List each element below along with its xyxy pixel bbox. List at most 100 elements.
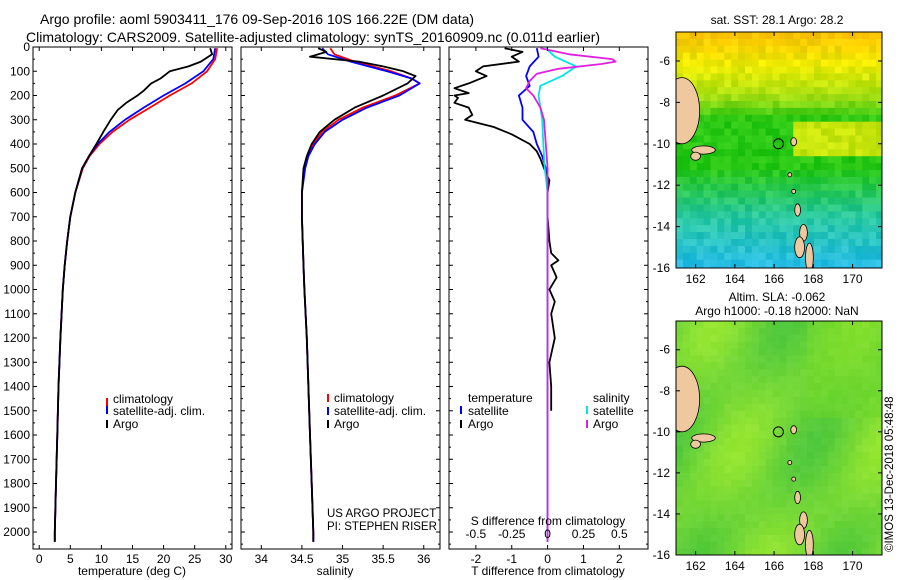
heatmap-cell bbox=[724, 218, 732, 226]
heatmap-cell bbox=[765, 59, 773, 67]
heatmap-cell bbox=[765, 528, 773, 536]
heatmap-cell bbox=[676, 334, 684, 343]
heatmap-cell bbox=[689, 548, 698, 555]
heatmap-cell bbox=[758, 334, 767, 343]
heatmap-cell bbox=[800, 452, 808, 460]
heatmap-cell bbox=[841, 38, 849, 47]
heatmap-cell bbox=[676, 541, 684, 550]
heatmap-cell bbox=[724, 334, 732, 343]
heatmap-cell bbox=[876, 156, 882, 164]
heatmap-cell bbox=[848, 87, 856, 95]
heatmap-cell bbox=[855, 204, 863, 212]
heatmap-cell bbox=[682, 341, 691, 349]
s-tick-label: 0.5 bbox=[611, 527, 628, 541]
heatmap-cell bbox=[814, 245, 822, 254]
heatmap-cell bbox=[765, 348, 773, 356]
heatmap-cell bbox=[779, 341, 787, 349]
heatmap-cell bbox=[779, 431, 787, 439]
heatmap-cell bbox=[710, 183, 718, 192]
heatmap-cell bbox=[717, 403, 725, 412]
heatmap-cell bbox=[820, 548, 829, 555]
heatmap-cell bbox=[862, 452, 870, 460]
map-y-tick-label: -6 bbox=[659, 54, 670, 68]
heatmap-cell bbox=[731, 225, 739, 233]
heatmap-cell bbox=[703, 211, 711, 219]
heatmap-cell bbox=[841, 156, 849, 164]
heatmap-cell bbox=[779, 121, 787, 129]
heatmap-cell bbox=[827, 239, 836, 247]
heatmap-cell bbox=[814, 417, 822, 425]
heatmap-cell bbox=[807, 472, 815, 481]
heatmap-cell bbox=[869, 135, 877, 143]
heatmap-cell bbox=[682, 239, 691, 247]
heatmap-cell bbox=[772, 32, 780, 40]
heatmap-cell bbox=[765, 266, 773, 268]
heatmap-cell bbox=[745, 548, 753, 555]
heatmap-cell bbox=[807, 163, 815, 171]
heatmap-cell bbox=[676, 452, 684, 460]
heatmap-cell bbox=[820, 341, 829, 349]
heatmap-cell bbox=[731, 211, 739, 219]
heatmap-cell bbox=[696, 45, 704, 54]
heatmap-cell bbox=[827, 396, 836, 405]
heatmap-cell bbox=[710, 204, 718, 212]
heatmap-cell bbox=[710, 73, 718, 81]
heatmap-cell bbox=[876, 424, 882, 432]
heatmap-cell bbox=[731, 170, 739, 178]
heatmap-cell bbox=[738, 94, 746, 102]
heatmap-cell bbox=[841, 396, 849, 405]
heatmap-cell bbox=[751, 396, 760, 405]
heatmap-cell bbox=[758, 190, 767, 198]
heatmap-cell bbox=[807, 87, 815, 95]
depth-tick-label: 200 bbox=[10, 89, 30, 103]
heatmap-cell bbox=[855, 66, 863, 74]
heatmap-cell bbox=[800, 403, 808, 412]
heatmap-cell bbox=[745, 459, 753, 467]
heatmap-cell bbox=[758, 376, 767, 384]
heatmap-cell bbox=[820, 59, 829, 67]
heatmap-cell bbox=[807, 334, 815, 343]
heatmap-cell bbox=[848, 94, 856, 102]
heatmap-cell bbox=[696, 541, 704, 550]
heatmap-cell bbox=[855, 410, 863, 418]
heatmap-cell bbox=[779, 445, 787, 453]
heatmap-cell bbox=[827, 541, 836, 550]
heatmap-cell bbox=[807, 390, 815, 398]
heatmap-cell bbox=[793, 163, 801, 171]
heatmap-cell bbox=[738, 232, 746, 240]
heatmap-cell bbox=[820, 259, 829, 267]
heatmap-cell bbox=[682, 259, 691, 267]
heatmap-cell bbox=[745, 417, 753, 425]
heatmap-cell bbox=[793, 369, 801, 377]
heatmap-cell bbox=[779, 493, 787, 501]
temperature-x-ticks: 0 5 10 15 20 25 30 bbox=[36, 47, 233, 566]
heatmap-cell bbox=[745, 59, 753, 67]
heatmap-cell bbox=[765, 87, 773, 95]
heatmap-cell bbox=[731, 528, 739, 536]
heatmap-cell bbox=[703, 479, 711, 487]
heatmap-cell bbox=[855, 521, 863, 529]
heatmap-cell bbox=[814, 45, 822, 54]
heatmap-cell bbox=[724, 170, 732, 178]
heatmap-cell bbox=[841, 493, 849, 501]
heatmap-cell bbox=[834, 507, 842, 515]
heatmap-cell bbox=[689, 73, 698, 81]
heatmap-cell bbox=[814, 66, 822, 74]
heatmap-cell bbox=[682, 486, 691, 494]
heatmap-cell bbox=[786, 403, 794, 412]
heatmap-cell bbox=[793, 183, 801, 192]
heatmap-cell bbox=[765, 362, 773, 370]
heatmap-cell bbox=[703, 204, 711, 212]
heatmap-cell bbox=[724, 73, 732, 81]
heatmap-cell bbox=[703, 321, 711, 329]
heatmap-cell bbox=[751, 80, 760, 88]
heatmap-cell bbox=[869, 183, 877, 192]
x-tick-label: -1 bbox=[506, 552, 517, 566]
heatmap-cell bbox=[814, 121, 822, 129]
heatmap-cell bbox=[848, 211, 856, 219]
heatmap-cell bbox=[724, 266, 732, 268]
heatmap-cell bbox=[855, 128, 863, 136]
heatmap-cell bbox=[751, 362, 760, 370]
heatmap-cell bbox=[786, 362, 794, 370]
heatmap-cell bbox=[827, 225, 836, 233]
